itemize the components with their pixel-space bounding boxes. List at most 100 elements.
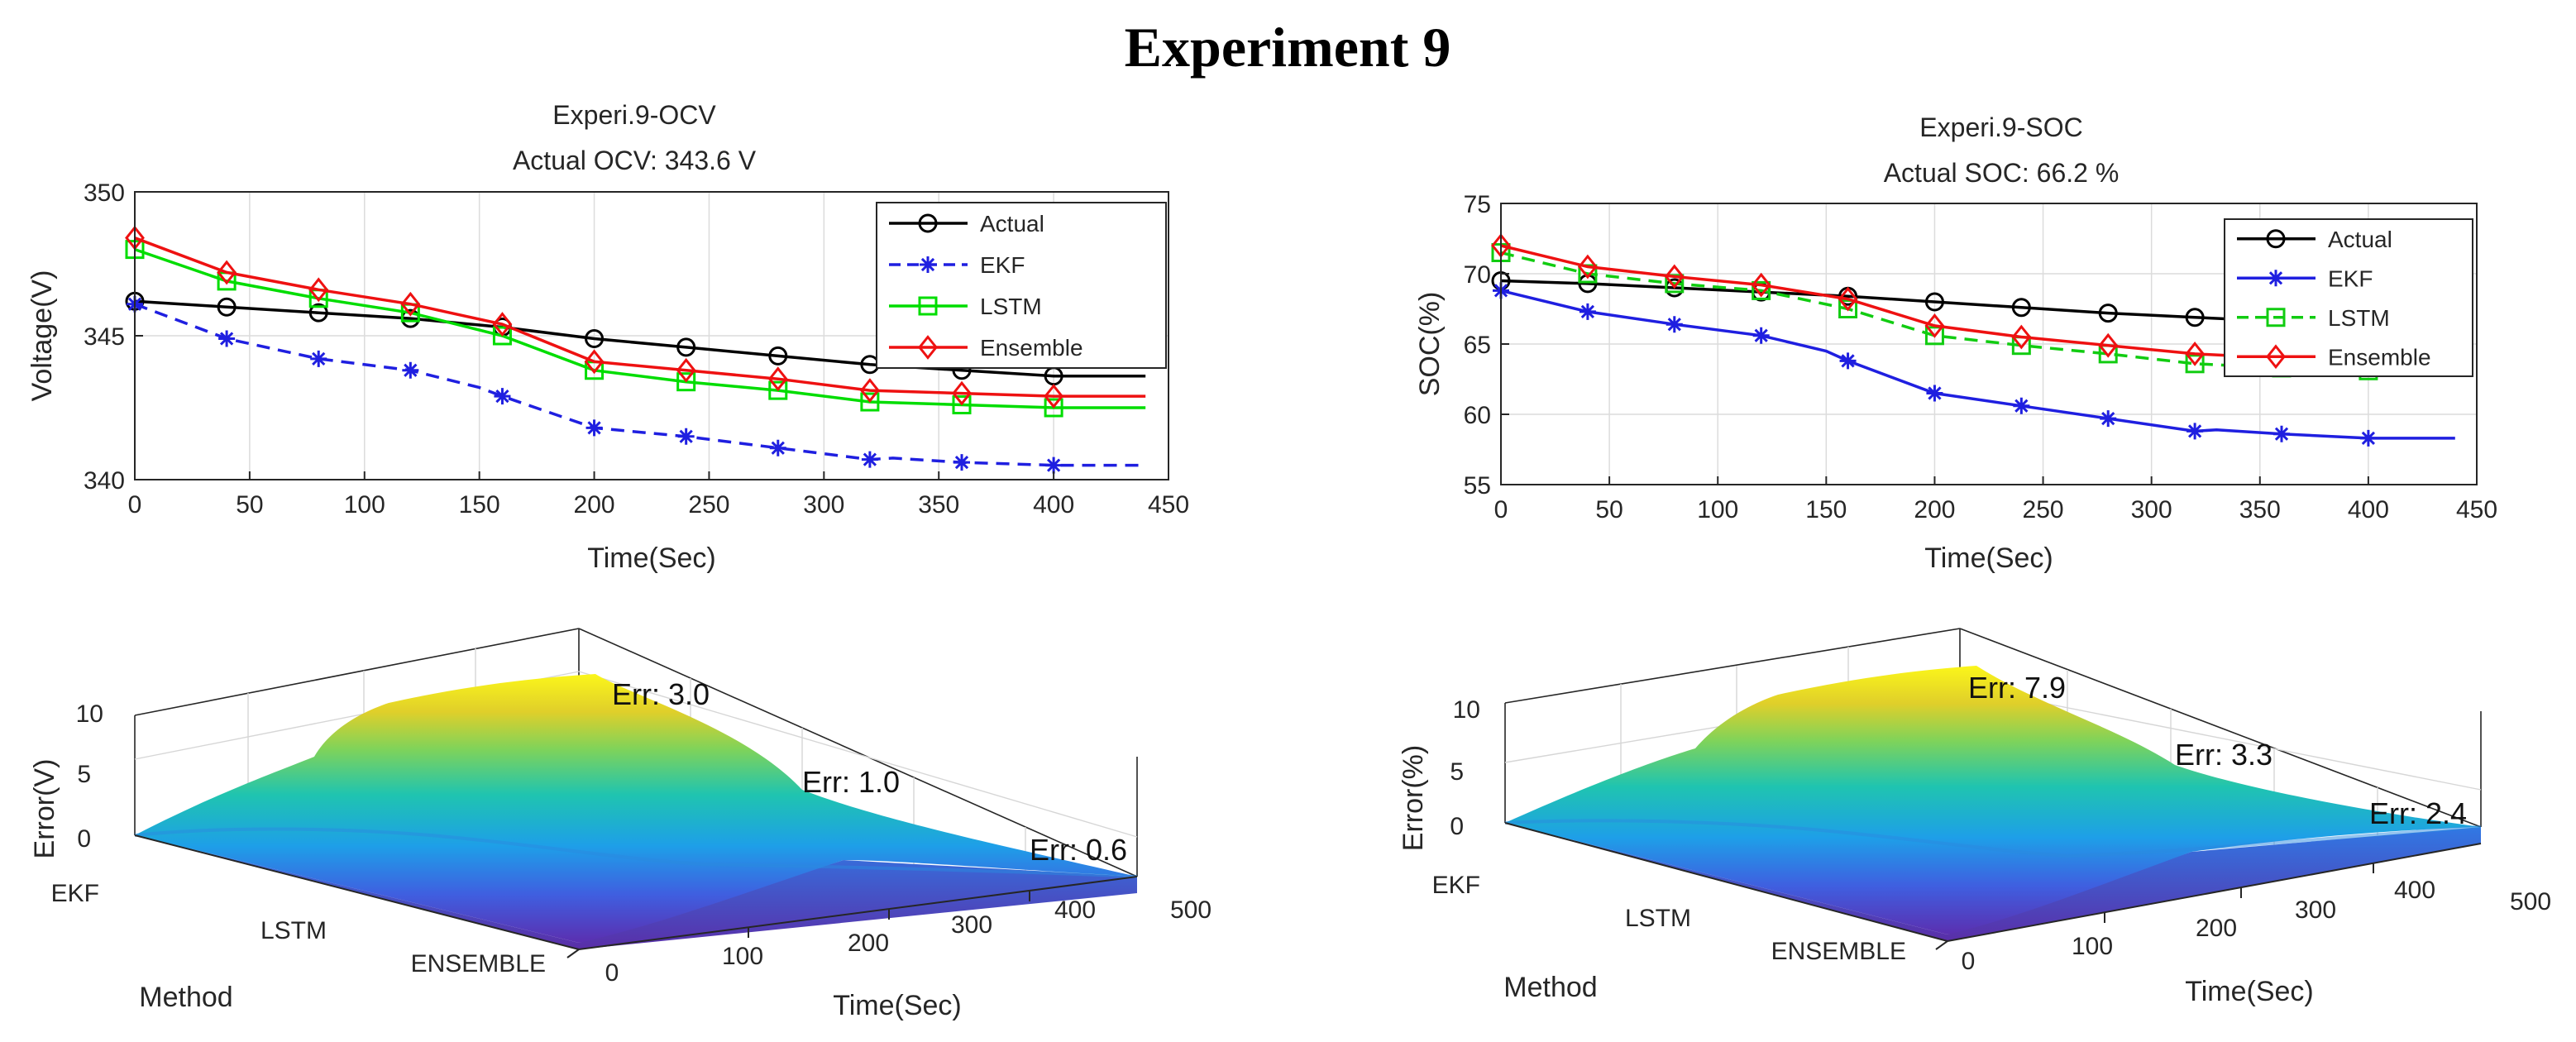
soc-ekf-marker <box>2273 425 2290 442</box>
ocv-ekf-marker <box>677 428 695 445</box>
ocv-y-axis-label: Voltage(V) <box>26 270 58 402</box>
soc-err-annotation-ensemble: Err: 2.4 <box>2369 796 2467 830</box>
soc-surface-z-label: Error(%) <box>1398 745 1429 851</box>
soc-actual-marker <box>2098 304 2118 323</box>
ocv-lstm-marker <box>676 372 696 392</box>
soc-ekf-marker <box>1926 385 1943 402</box>
ocv-y-tick-label: 340 <box>84 467 125 495</box>
ocv-lstm-marker <box>492 326 512 346</box>
soc-legend-label-ekf: EKF <box>2328 265 2373 291</box>
ocv-y-tick-label: 350 <box>84 179 125 207</box>
soc-ekf-line <box>1500 289 2455 440</box>
ocv-actual-marker <box>768 346 788 366</box>
soc-series-ekf <box>1493 282 2455 447</box>
ocv-x-tick-label: 0 <box>128 491 142 519</box>
soc-ensemble-marker <box>1838 286 1858 312</box>
ocv-surface-ridge <box>134 827 1138 878</box>
ocv-ekf-marker <box>585 419 603 437</box>
ocv-ensemble-marker <box>217 260 237 285</box>
soc-x-tick-label: 300 <box>2131 496 2172 523</box>
ocv-x-tick-label: 50 <box>236 491 263 519</box>
soc-ensemble-marker <box>2011 324 2032 350</box>
ocv-ekf-marker <box>861 451 878 468</box>
ocv-ensemble-marker <box>767 366 788 392</box>
soc-ekf-marker <box>2359 429 2377 447</box>
ocv-ekf-marker <box>1045 456 1063 474</box>
ocv-surface-x-label: Time(Sec) <box>833 990 962 1021</box>
ocv-ekf-line <box>134 303 1146 467</box>
ocv-x-tick-label: 350 <box>918 491 959 519</box>
ocv-ekf-marker <box>218 330 236 347</box>
soc-legend-marker-ensemble <box>2266 344 2286 370</box>
ocv-chart-title: Experi.9-OCV <box>552 100 716 130</box>
ocv-err-annotation-ekf: Err: 3.0 <box>612 677 710 711</box>
ocv-lstm-marker <box>1044 398 1063 418</box>
soc-surface-method-ensemble: ENSEMBLE <box>1771 938 1906 965</box>
ocv-surface-method-ekf: EKF <box>51 880 99 907</box>
soc-surface-axes <box>1504 822 2482 950</box>
ocv-legend: Actual EKF LSTM Ensemble <box>876 202 1167 369</box>
ocv-ensemble-marker <box>308 277 329 303</box>
soc-y-tick-label: 60 <box>1464 402 1491 429</box>
ocv-legend-label-actual: Actual <box>980 211 1044 237</box>
soc-y-tick-label: 65 <box>1464 332 1491 359</box>
ocv-legend-marker-ensemble <box>918 335 938 360</box>
soc-legend-marker-ekf <box>2268 270 2284 287</box>
ocv-x-tick-label: 100 <box>344 491 385 519</box>
ocv-actual-marker <box>308 303 328 323</box>
soc-ekf-marker <box>1839 352 1857 370</box>
soc-line-chart: Experi.9-SOC Actual SOC: 66.2 % 0 50 100 15… <box>1414 112 2497 574</box>
soc-x-tick-label: 150 <box>1805 496 1847 523</box>
soc-surface-z-tick-5: 5 <box>1450 758 1464 786</box>
soc-legend-marker-lstm <box>2266 308 2286 327</box>
soc-legend-label-lstm: LSTM <box>2328 305 2390 331</box>
soc-lstm-marker <box>2185 354 2205 374</box>
ocv-actual-marker <box>585 328 605 348</box>
ocv-lstm-line <box>134 247 1146 409</box>
soc-lstm-marker <box>1838 299 1858 318</box>
soc-legend-box <box>2224 218 2473 377</box>
ocv-x-tick-label: 450 <box>1148 491 1189 519</box>
soc-lstm-marker <box>1752 280 1771 300</box>
ocv-x-tick-label: 250 <box>688 491 729 519</box>
soc-ensemble-marker <box>1924 313 1945 338</box>
ocv-surface-z-tick-0: 0 <box>77 825 91 853</box>
ocv-x-axis-label: Time(Sec) <box>587 543 716 574</box>
ocv-y-tick-label: 345 <box>84 323 125 351</box>
ocv-ensemble-marker <box>859 378 880 404</box>
soc-x-tick-label: 400 <box>2348 496 2389 523</box>
ocv-surface-front-face <box>135 835 1137 949</box>
ocv-surface-x-tick-300: 300 <box>951 911 992 939</box>
soc-x-tick-label: 50 <box>1595 496 1623 523</box>
soc-surface-x-tick-500: 500 <box>2510 888 2551 915</box>
ocv-x-tick-label: 300 <box>803 491 844 519</box>
soc-ensemble-marker <box>2098 332 2119 358</box>
soc-ensemble-marker <box>1664 264 1685 289</box>
soc-surface-z-tick-10: 10 <box>1453 696 1480 724</box>
soc-actual-marker <box>1924 292 1944 312</box>
ocv-surface-x-tick-0: 0 <box>605 959 619 987</box>
soc-err-annotation-lstm: Err: 3.3 <box>2175 738 2273 772</box>
soc-ekf-marker <box>1666 316 1683 333</box>
ocv-error-surface-chart: 0 5 10 0 100 200 300 400 500 EKF LSTM EN… <box>29 628 1212 1021</box>
ocv-actual-line <box>134 299 1146 378</box>
ocv-surface-method-lstm: LSTM <box>260 917 327 944</box>
soc-err-annotation-ekf: Err: 7.9 <box>1968 671 2066 705</box>
ocv-lstm-marker <box>952 395 972 415</box>
ocv-ekf-marker <box>310 350 327 367</box>
soc-surface-x-tick-300: 300 <box>2295 896 2336 924</box>
ocv-ekf-marker <box>402 361 419 379</box>
soc-ensemble-marker <box>1751 272 1771 298</box>
soc-y-axis-label: SOC(%) <box>1414 292 1446 397</box>
soc-surface-x-tick-0: 0 <box>1962 948 1976 975</box>
soc-surface-x-label: Time(Sec) <box>2185 976 2314 1007</box>
soc-surface-x-tick-100: 100 <box>2072 933 2113 960</box>
ocv-surface-x-tick-100: 100 <box>722 943 763 970</box>
soc-lstm-marker <box>1924 326 1944 346</box>
soc-y-tick-label: 70 <box>1464 261 1491 289</box>
soc-legend-label-actual: Actual <box>2328 227 2392 252</box>
soc-ekf-marker <box>2013 397 2030 414</box>
soc-legend-label-ensemble: Ensemble <box>2328 344 2431 370</box>
soc-x-axis-label: Time(Sec) <box>1924 543 2053 574</box>
